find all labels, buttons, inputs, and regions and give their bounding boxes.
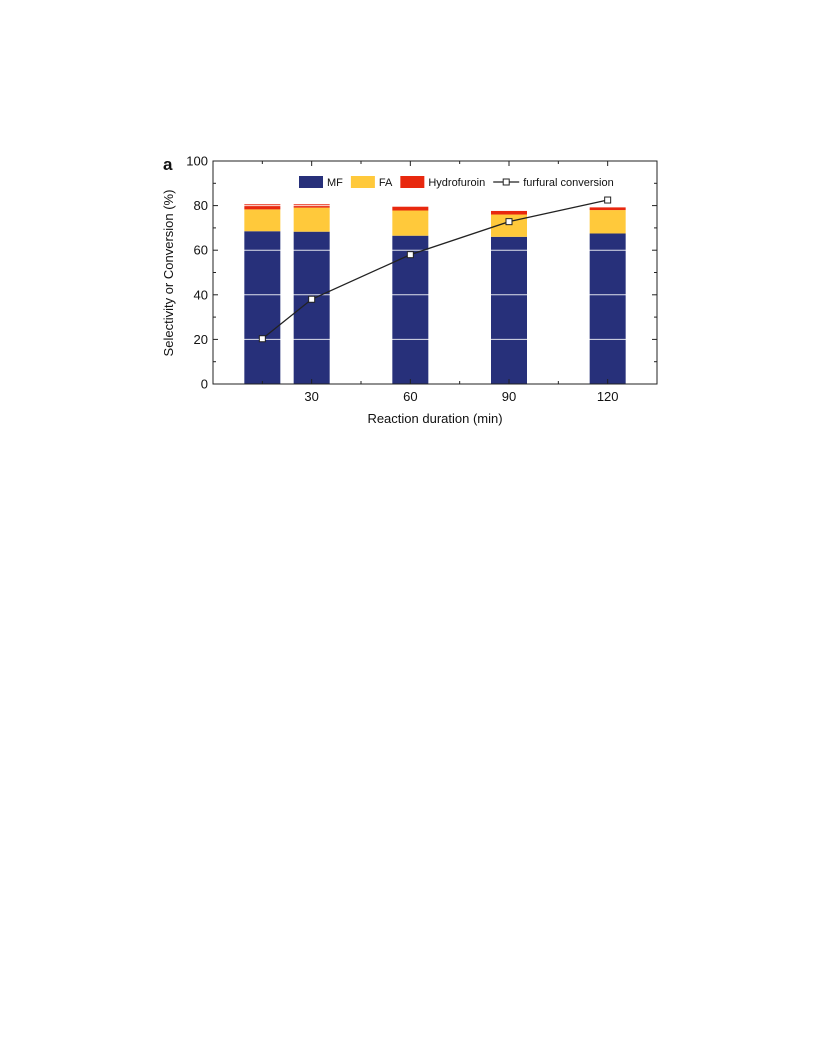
plot-area	[213, 196, 657, 384]
bar-hydrofuroin-90	[491, 210, 527, 215]
panel-label: a	[163, 155, 173, 174]
bar-mf-90	[491, 236, 527, 384]
bar-fa-120	[589, 210, 626, 234]
x-tick-label-90: 90	[502, 389, 516, 404]
legend-label-fa: FA	[379, 177, 393, 189]
y-tick-label-0: 0	[201, 377, 208, 392]
bar-fa-30	[293, 207, 330, 232]
bar-hydrofuroin-60	[392, 206, 429, 211]
legend-label-hydrofuroin: Hydrofuroin	[428, 177, 485, 189]
conversion-point-120	[604, 196, 612, 204]
y-tick-label-100: 100	[186, 154, 208, 169]
y-axis-label: Selectivity or Conversion (%)	[161, 190, 176, 357]
bar-mf-15	[244, 231, 281, 384]
axes: 0 20 40 60 80 100 30 60 90 120	[186, 154, 658, 404]
conversion-point-30	[308, 295, 316, 303]
x-axis-label: Reaction duration (min)	[367, 411, 502, 426]
y-tick-label-40: 40	[194, 287, 208, 302]
x-tick-label-120: 120	[597, 389, 619, 404]
legend-label-furfural-conversion: furfural conversion	[523, 177, 614, 189]
legend-marker-furfural-conversion	[502, 178, 510, 186]
y-tick-label-20: 20	[194, 332, 208, 347]
legend-swatch-mf	[299, 176, 323, 188]
bar-hydrofuroin-120	[589, 207, 626, 211]
bar-fa-15	[244, 209, 281, 232]
legend-swatch-hydrofuroin	[400, 176, 425, 188]
conversion-point-60	[406, 251, 414, 259]
y-tick-label-60: 60	[194, 243, 208, 258]
legend: MF FA Hydrofuroin furfural conversion	[299, 176, 614, 189]
x-tick-label-30: 30	[304, 389, 318, 404]
x-tick-label-60: 60	[403, 389, 417, 404]
y-tick-label-80: 80	[194, 198, 208, 213]
conversion-point-15	[258, 335, 266, 343]
bar-mf-30	[293, 231, 330, 384]
bar-fa-60	[392, 210, 429, 236]
legend-swatch-fa	[350, 176, 375, 188]
legend-label-mf: MF	[327, 177, 343, 189]
conversion-point-90	[505, 218, 513, 226]
bar-hydrofuroin-15	[244, 204, 281, 210]
bar-mf-120	[589, 233, 626, 384]
